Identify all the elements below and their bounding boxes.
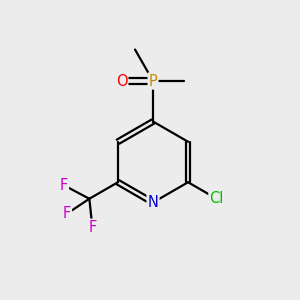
Text: F: F [63,206,71,221]
Text: F: F [88,220,97,235]
Text: F: F [60,178,68,193]
Text: P: P [148,74,158,88]
Text: N: N [148,195,158,210]
Text: Cl: Cl [209,191,224,206]
Text: O: O [116,74,127,88]
